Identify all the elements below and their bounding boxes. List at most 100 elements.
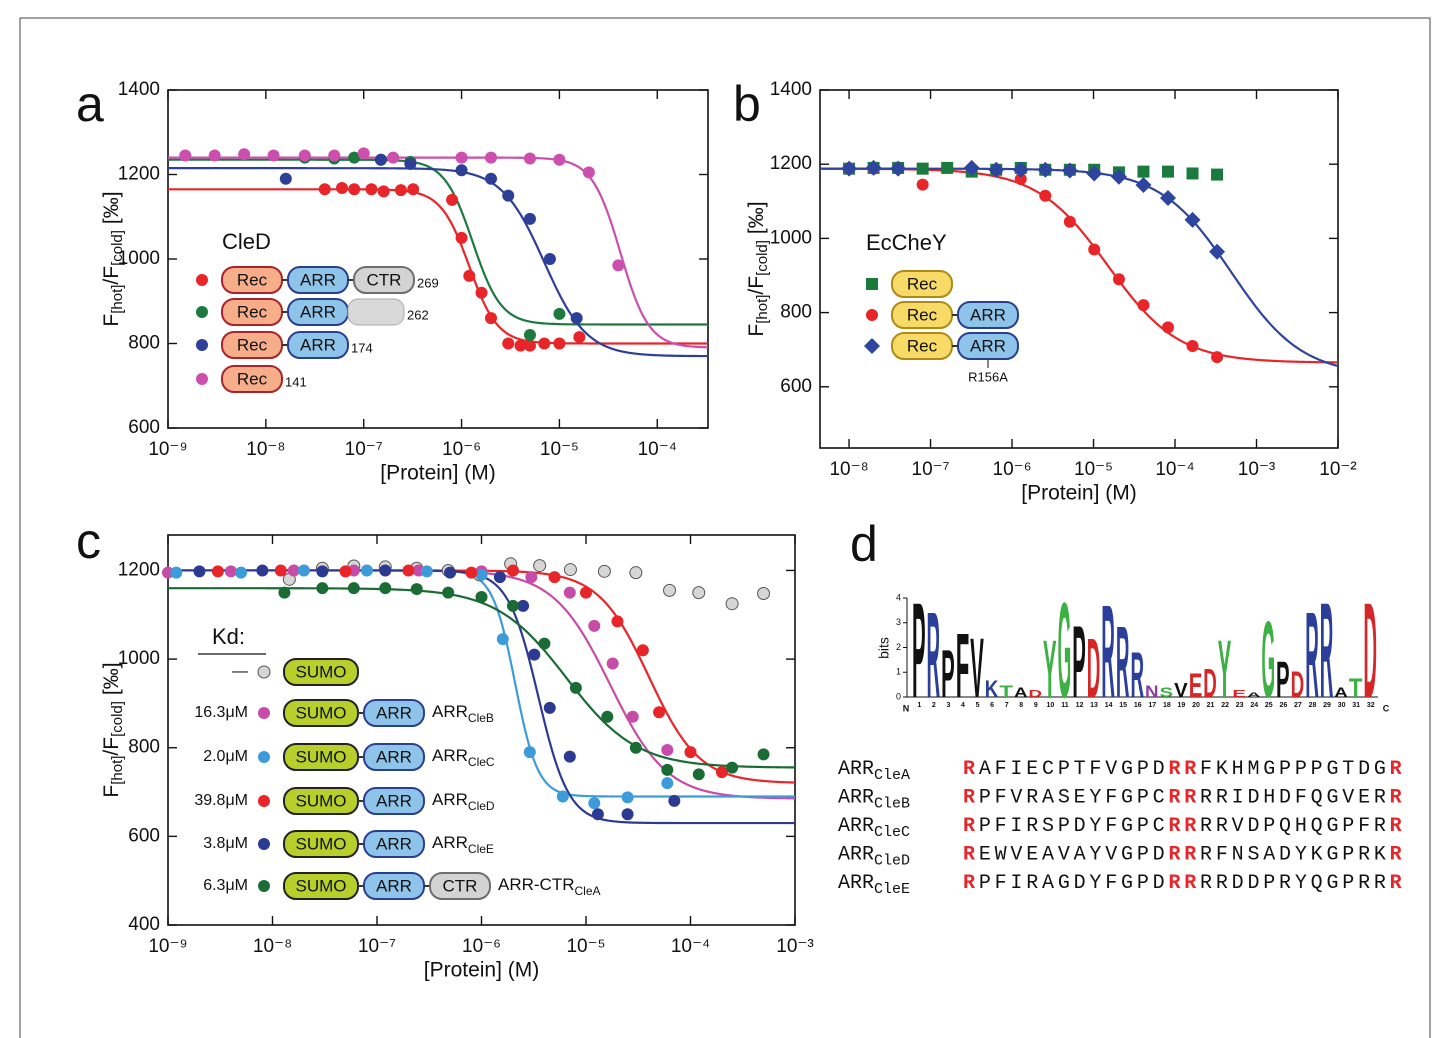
data-point [274, 564, 287, 577]
domain-box [429, 872, 491, 900]
data-point [193, 565, 206, 578]
data-point [916, 178, 929, 191]
x-tick-label: 10⁻⁸ [246, 439, 285, 460]
data-point [502, 337, 515, 350]
series-label-main: ARR [432, 790, 468, 809]
residue: EWVEAVAYVGPD [979, 844, 1169, 867]
data-point [612, 259, 625, 272]
logo-position: 3 [946, 702, 950, 709]
series-label: ARR-CTRCleA [498, 875, 601, 898]
data-point [404, 157, 417, 170]
x-tick-label: 10⁻⁹ [148, 439, 187, 460]
x-tick-label: 10⁻⁵ [566, 936, 605, 957]
data-point [661, 777, 674, 790]
data-point [208, 149, 221, 162]
series-label-sub: CleD [468, 799, 495, 813]
data-point [1012, 161, 1029, 178]
data-point [1184, 211, 1201, 228]
legend-marker [864, 338, 880, 354]
logo-position: 5 [976, 702, 980, 709]
logo-letter: R [927, 587, 941, 724]
data-point [162, 566, 174, 579]
residue: PFVRASEYFGPC [979, 787, 1169, 810]
data-point [1137, 299, 1150, 312]
data-point [591, 808, 604, 821]
legend-marker [258, 795, 270, 807]
panel-letter: d [850, 516, 878, 572]
logo-position: 18 [1163, 702, 1171, 709]
logo-letter: V [970, 621, 984, 716]
x-tick-label: 10⁻³ [776, 936, 814, 957]
data-point [548, 571, 561, 584]
y-label-sub: [hot] [754, 295, 771, 324]
data-point [377, 185, 390, 198]
conserved-residue: RR [1168, 815, 1200, 838]
logo-tick-label: 1 [896, 667, 901, 677]
data-point [563, 563, 577, 577]
data-point [506, 564, 519, 577]
residue: PFIRSPDYFGPC [979, 815, 1169, 838]
logo-letter: V [1174, 680, 1188, 702]
conserved-residue: R [1390, 815, 1406, 838]
kd-value: 2.0μM [203, 748, 248, 765]
domain-box [363, 743, 425, 771]
data-point [1014, 173, 1027, 186]
x-axis-label: [Protein] (M) [380, 462, 496, 485]
data-point [569, 681, 582, 694]
data-point [684, 746, 697, 759]
data-point [256, 564, 269, 577]
data-point [348, 151, 361, 164]
fit-curve [168, 188, 708, 345]
seq-name: ARRCleA [838, 758, 910, 784]
data-point [941, 161, 954, 174]
y-label-part: /F [100, 266, 123, 285]
logo-letter: D [1029, 689, 1043, 700]
y-axis-label: F[hot]/F[cold] [‰] [745, 201, 771, 336]
y-axis-label: F[hot]/F[cold] [‰] [100, 662, 126, 797]
y-tick-label: 400 [128, 914, 160, 935]
logo-position: 16 [1134, 702, 1142, 709]
domain-box [363, 699, 425, 727]
data-point [365, 183, 378, 196]
fit-curve [168, 569, 795, 825]
seq-name-main: ARR [838, 758, 874, 781]
logo-position: 20 [1192, 702, 1200, 709]
data-point [1186, 339, 1199, 352]
domain-label: Rec [237, 302, 268, 321]
data-point [1135, 176, 1152, 193]
logo-letter: D [1291, 665, 1305, 706]
data-point [339, 565, 352, 578]
domain-label: CTR [443, 876, 478, 895]
data-point [485, 172, 498, 185]
data-point [179, 149, 192, 162]
data-point [316, 582, 329, 595]
data-point [1161, 165, 1174, 178]
x-tick-label: 10⁻² [1319, 459, 1357, 480]
domain-label: Rec [907, 305, 938, 324]
y-label-part: /F [100, 737, 123, 756]
residue: RRDDPRYQGPRR [1200, 872, 1390, 895]
data-point [446, 193, 459, 206]
data-point [606, 657, 619, 670]
x-tick-label: 10⁻⁴ [638, 439, 677, 460]
data-point [865, 159, 882, 176]
data-point [394, 184, 407, 197]
logo-position: 23 [1236, 702, 1244, 709]
logo-letter: S [1160, 685, 1174, 700]
y-label-sub: [hot] [109, 285, 126, 314]
data-point [538, 637, 551, 650]
y-tick-label: 1200 [770, 153, 812, 174]
domain-label: SUMO [296, 662, 347, 681]
data-point [523, 329, 536, 342]
seq-name-sub: CleD [874, 852, 910, 869]
logo-position: 6 [990, 702, 994, 709]
logo-position: 26 [1279, 702, 1287, 709]
kd-value: 3.8μM [203, 835, 248, 852]
data-point [279, 172, 292, 185]
data-point [387, 151, 400, 164]
y-tick-label: 1400 [770, 79, 812, 100]
y-label-part: [‰] [100, 191, 123, 224]
logo-position: 10 [1046, 702, 1054, 709]
sequence: RPFVRASEYFGPCRRRRIDHDFQGVERR [963, 787, 1405, 810]
